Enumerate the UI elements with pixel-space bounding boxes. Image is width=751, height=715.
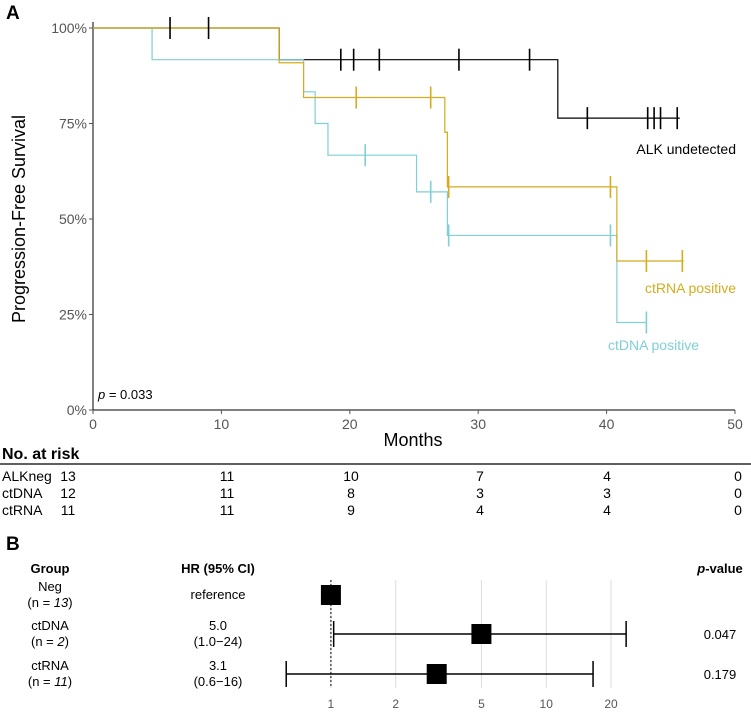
risk-cell: 3 — [476, 485, 484, 501]
x-axis-title: Months — [383, 430, 442, 450]
risk-cell: 11 — [220, 468, 235, 484]
panel-b-label: B — [6, 534, 20, 555]
km-plot: 0 10 20 30 40 50 0% 25% 50% 75% 100% ALK undetecte… — [9, 17, 743, 450]
y-tick-label: 25% — [59, 307, 87, 323]
n-suffix: ) — [68, 674, 72, 689]
forest-p-value: 0.047 — [704, 627, 737, 642]
risk-cell: 0 — [734, 468, 742, 484]
x-tick-label: 10 — [214, 416, 230, 432]
risk-cell: 7 — [476, 468, 484, 484]
n-suffix: ) — [68, 595, 72, 610]
forest-group-n: (n = 2) — [31, 634, 69, 649]
n-prefix: (n = — [27, 595, 53, 610]
p-value-label: p = 0.033 — [97, 387, 153, 402]
risk-cell: 0 — [734, 502, 742, 518]
km-axes: 0 10 20 30 40 50 0% 25% 50% 75% 100% — [51, 20, 743, 432]
n-value: 2 — [56, 634, 65, 649]
risk-cell: 3 — [603, 485, 611, 501]
forest-group-n: (n = 11) — [28, 674, 72, 689]
km-curve-3 — [93, 27, 684, 262]
forest-tick-label: 5 — [478, 697, 485, 711]
km-curves — [93, 27, 684, 324]
risk-cell: 10 — [343, 468, 359, 484]
group-header: Group — [31, 561, 70, 576]
forest-tick-label: 1 — [328, 697, 335, 711]
risk-cell: 8 — [347, 485, 355, 501]
x-tick-label: 40 — [599, 416, 615, 432]
p-value-header: p-value — [696, 561, 743, 576]
risk-cell: 11 — [61, 502, 76, 518]
hr-header: HR (95% CI) — [181, 561, 255, 576]
p-header-prefix: p — [696, 561, 705, 576]
n-suffix: ) — [65, 634, 69, 649]
y-axis-title: Progression-Free Survival — [9, 115, 29, 323]
n-prefix: (n = — [31, 634, 57, 649]
forest-tick-label: 20 — [604, 697, 618, 711]
curve-label-2: ctDNA positive — [608, 337, 699, 353]
risk-table-title: No. at risk — [2, 446, 79, 463]
risk-cell: 4 — [476, 502, 484, 518]
forest-group-n: (n = 13) — [27, 595, 72, 610]
x-tick-label: 0 — [89, 416, 97, 432]
forest-tick-label: 2 — [392, 697, 399, 711]
forest-hr-box — [320, 585, 341, 605]
p-value-text: = 0.033 — [105, 387, 152, 402]
forest-hr-value: 5.0 — [209, 618, 227, 633]
forest-plot: Group HR (95% CI) p-value 1 2 5 10 20 Neg(n … — [27, 561, 742, 711]
y-tick-label: 0% — [67, 402, 87, 418]
risk-row-label: ctDNA — [2, 485, 43, 501]
panel-a-label: A — [6, 3, 20, 24]
n-value: 11 — [54, 674, 68, 689]
p-header-suffix: -value — [705, 561, 743, 576]
forest-hr-box — [426, 664, 447, 684]
forest-hr-value: 3.1 — [209, 658, 227, 673]
risk-cell: 12 — [60, 485, 76, 501]
risk-cell: 9 — [347, 502, 355, 518]
forest-group-name: Neg — [38, 579, 62, 594]
y-tick-label: 100% — [51, 20, 87, 36]
n-prefix: (n = — [28, 674, 54, 689]
x-tick-label: 50 — [727, 416, 743, 432]
risk-row-label: ALKneg — [2, 468, 52, 484]
risk-cell: 13 — [60, 468, 76, 484]
risk-cell: 4 — [603, 502, 611, 518]
forest-gridlines: 1 2 5 10 20 — [328, 580, 618, 711]
forest-hr-value: reference — [191, 587, 246, 602]
y-tick-label: 75% — [59, 116, 87, 132]
risk-cell: 11 — [220, 485, 235, 501]
km-censor-marks — [169, 17, 684, 334]
km-curve-labels: ALK undetected ctDNA positive ctRNA positi… — [608, 141, 736, 353]
risk-cell: 4 — [603, 468, 611, 484]
forest-p-value: 0.179 — [704, 667, 737, 682]
y-tick-label: 50% — [59, 211, 87, 227]
forest-hr-ci: (1.0−24) — [194, 634, 243, 649]
risk-cell: 11 — [220, 502, 235, 518]
risk-cell: 0 — [734, 485, 742, 501]
x-tick-label: 20 — [342, 416, 358, 432]
km-curve-2 — [93, 27, 647, 324]
risk-row-label: ctRNA — [2, 502, 43, 518]
forest-hr-ci: (0.6−16) — [194, 674, 243, 689]
x-tick-label: 30 — [470, 416, 486, 432]
curve-label-3: ctRNA positive — [645, 280, 736, 296]
forest-group-name: ctDNA — [31, 618, 69, 633]
curve-label-1: ALK undetected — [636, 141, 736, 157]
forest-group-name: ctRNA — [31, 658, 69, 673]
forest-tick-label: 10 — [540, 697, 554, 711]
p-value-prefix: p — [97, 387, 105, 402]
n-value: 13 — [54, 595, 69, 610]
forest-hr-box — [471, 624, 492, 644]
km-curve-1 — [93, 27, 680, 119]
